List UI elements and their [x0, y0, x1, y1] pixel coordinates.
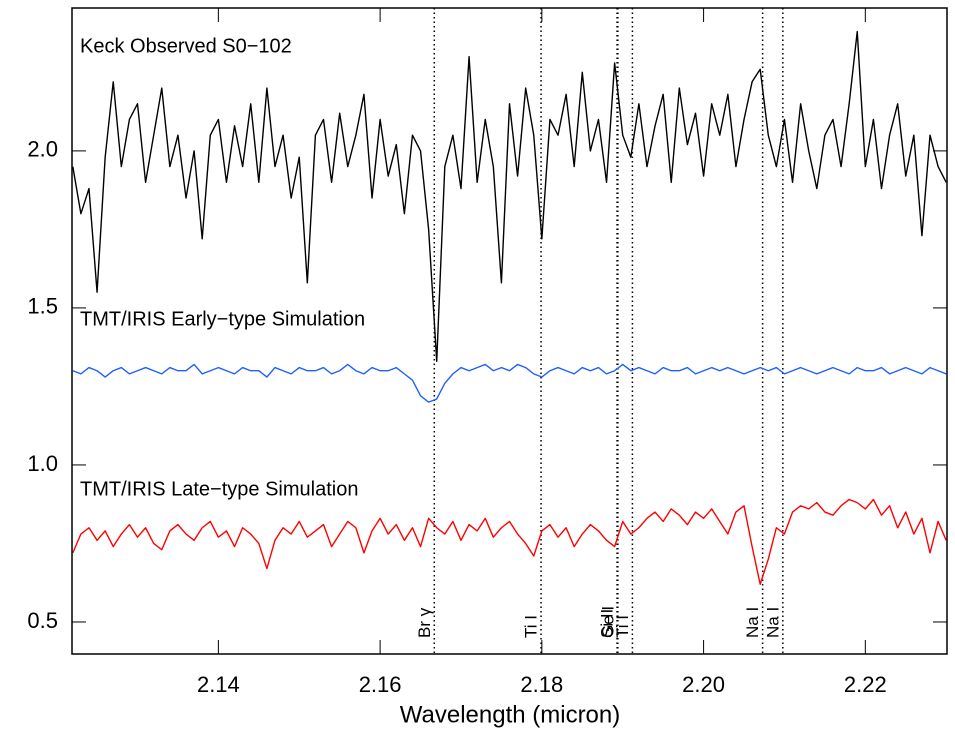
series-label: TMT/IRIS Early−type Simulation	[80, 308, 365, 330]
spectral-line-label: Br γ	[415, 607, 434, 638]
spectral-line-label: Na I	[743, 607, 762, 638]
y-tick-label: 2.0	[27, 137, 58, 162]
spectral-line-label: Si II	[598, 609, 617, 638]
spectrum-line	[72, 498, 947, 585]
x-tick-label: 2.14	[197, 672, 240, 697]
y-tick-label: 1.5	[27, 294, 58, 319]
x-tick-label: 2.18	[520, 672, 563, 697]
spectral-line-label: Ti I	[522, 615, 541, 638]
y-tick-label: 0.5	[27, 608, 58, 633]
plot-frame	[71, 7, 948, 655]
spectrum-line	[72, 363, 947, 403]
x-tick-label: 2.20	[682, 672, 725, 697]
spectral-line-label: Ti I	[613, 615, 632, 638]
x-tick-label: 2.22	[844, 672, 887, 697]
y-tick-label: 1.0	[27, 451, 58, 476]
series-label: TMT/IRIS Late−type Simulation	[80, 478, 358, 500]
spectral-line-label: Ge I	[598, 606, 617, 638]
spectrum-line	[72, 30, 947, 363]
series-label: Keck Observed S0−102	[80, 35, 292, 57]
spectral-line-label: Na I	[763, 607, 782, 638]
x-axis-title: Wavelength (micron)	[400, 701, 621, 728]
x-tick-label: 2.16	[359, 672, 402, 697]
